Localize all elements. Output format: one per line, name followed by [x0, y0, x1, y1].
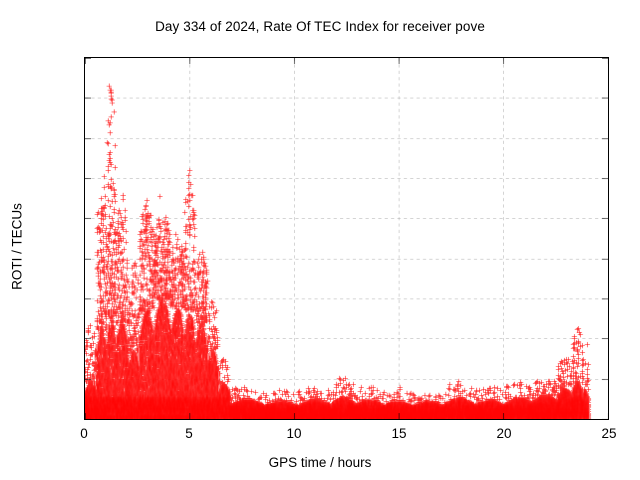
axis-ticks [85, 58, 608, 419]
x-tick-label: 5 [185, 426, 193, 441]
gridlines [85, 58, 608, 419]
y-axis-title: ROTI / TECUs [9, 203, 25, 290]
x-tick-label: 20 [496, 426, 512, 441]
x-axis-title: GPS time / hours [268, 455, 372, 470]
x-tick-label: 15 [391, 426, 407, 441]
x-tick-label: 25 [601, 426, 617, 441]
scatter-series-roti [85, 58, 608, 419]
page-title: Day 334 of 2024, Rate Of TEC Index for r… [155, 19, 485, 34]
x-tick-label: 0 [80, 426, 88, 441]
x-tick-label: 10 [286, 426, 302, 441]
plot-area [84, 57, 609, 420]
